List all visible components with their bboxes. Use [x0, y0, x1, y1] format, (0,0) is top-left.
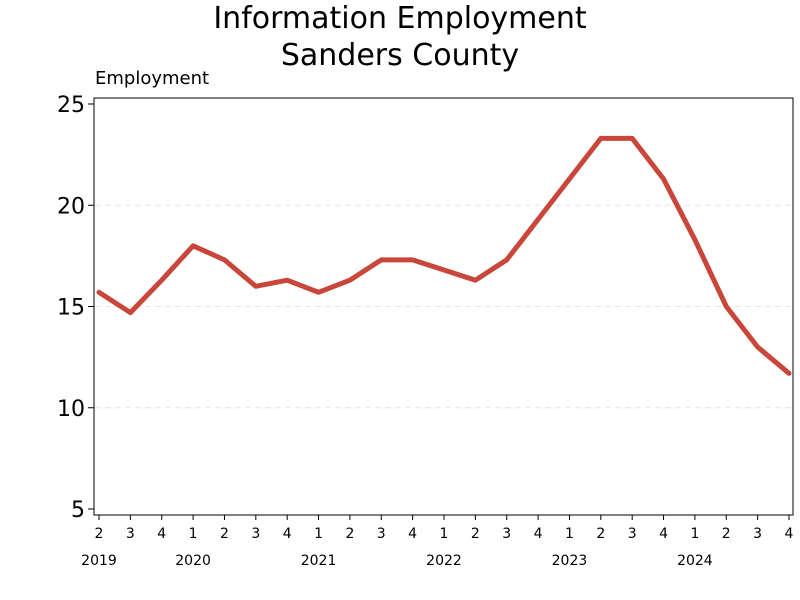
- x-tick-label: 1: [565, 526, 574, 542]
- x-tick-label: 4: [785, 526, 794, 542]
- x-tick-label: 3: [377, 526, 386, 542]
- x-tick-label: 4: [408, 526, 417, 542]
- x-tick-label: 1: [690, 526, 699, 542]
- x-tick-label: 4: [659, 526, 668, 542]
- x-year-label: 2020: [175, 553, 211, 569]
- x-year-label: 2022: [426, 553, 462, 569]
- x-tick-label: 2: [596, 526, 605, 542]
- y-tick-label: 15: [57, 296, 85, 321]
- x-tick-label: 2: [471, 526, 480, 542]
- y-tick-label: 10: [57, 397, 85, 422]
- x-year-label: 2021: [301, 553, 337, 569]
- y-axis: 5 10 15 20 25: [57, 93, 94, 523]
- x-tick-label: 4: [283, 526, 292, 542]
- x-tick-label: 4: [157, 526, 166, 542]
- x-tick-label: 2: [220, 526, 229, 542]
- x-tick-label: 4: [534, 526, 543, 542]
- y-tick-label: 5: [71, 498, 85, 523]
- x-tick-label: 3: [753, 526, 762, 542]
- x-axis: 2 3 4 1 2 3 4 1 2 3 4 1 2 3 4 1 2 3 4 1 2 3 4 2019 2020 2021 2022 2…: [81, 515, 794, 569]
- series-line: [96, 135, 792, 376]
- x-tick-label: 2: [95, 526, 104, 542]
- x-tick-label: 3: [502, 526, 511, 542]
- chart-subtitle: Sanders County: [280, 38, 520, 73]
- x-year-label: 2023: [552, 553, 588, 569]
- gridlines: [95, 204, 792, 409]
- y-axis-label: Employment: [95, 68, 210, 89]
- x-tick-label: 1: [314, 526, 323, 542]
- x-tick-label: 3: [126, 526, 135, 542]
- y-tick-label: 20: [57, 194, 85, 219]
- x-tick-label: 1: [189, 526, 198, 542]
- x-tick-label: 3: [251, 526, 260, 542]
- y-tick-label: 25: [57, 93, 85, 118]
- x-year-label: 2019: [81, 553, 117, 569]
- x-tick-label: 3: [628, 526, 637, 542]
- chart-title: Information Employment: [213, 1, 587, 36]
- x-tick-label: 2: [345, 526, 354, 542]
- x-year-label: 2024: [677, 553, 713, 569]
- x-tick-label: 2: [722, 526, 731, 542]
- series-group: [96, 135, 792, 376]
- x-tick-label: 1: [440, 526, 449, 542]
